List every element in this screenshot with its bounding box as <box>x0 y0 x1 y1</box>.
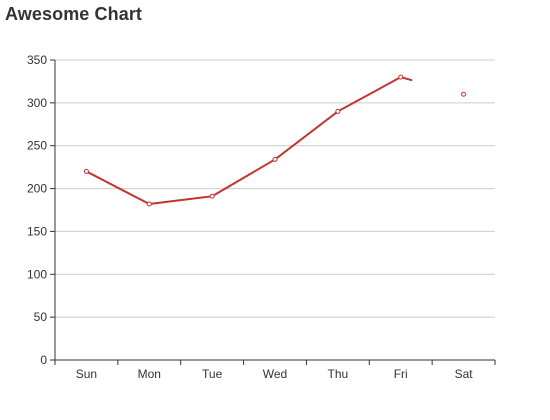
y-tick-label: 50 <box>34 310 48 324</box>
y-tick-label: 150 <box>27 224 47 238</box>
x-tick-label: Thu <box>328 367 349 381</box>
x-tick-label: Sun <box>76 367 97 381</box>
series-line <box>85 76 413 205</box>
data-point <box>209 193 215 199</box>
y-tick-label: 200 <box>27 182 47 196</box>
chart-title: Awesome Chart <box>5 4 143 24</box>
data-point <box>83 168 89 174</box>
grid-lines <box>55 59 495 318</box>
x-tick-label: Wed <box>263 367 287 381</box>
series-layer <box>83 74 467 207</box>
y-tick-label: 250 <box>27 139 47 153</box>
data-point <box>335 108 341 114</box>
x-tick-label: Fri <box>394 367 408 381</box>
y-tick-label: 0 <box>40 353 47 367</box>
data-point <box>461 91 467 97</box>
y-tick-label: 350 <box>27 53 47 67</box>
x-tick-label: Mon <box>138 367 161 381</box>
x-tick-label: Sat <box>455 367 474 381</box>
data-point <box>146 201 152 207</box>
axes: 0 50 100 150 200 250 300 350 Sun Mon Tue Wed Thu Fri S… <box>27 53 496 381</box>
y-tick-label: 300 <box>27 96 47 110</box>
x-tick-label: Tue <box>202 367 223 381</box>
y-tick-label: 100 <box>27 267 47 281</box>
data-point <box>272 156 278 162</box>
data-point <box>398 74 404 80</box>
